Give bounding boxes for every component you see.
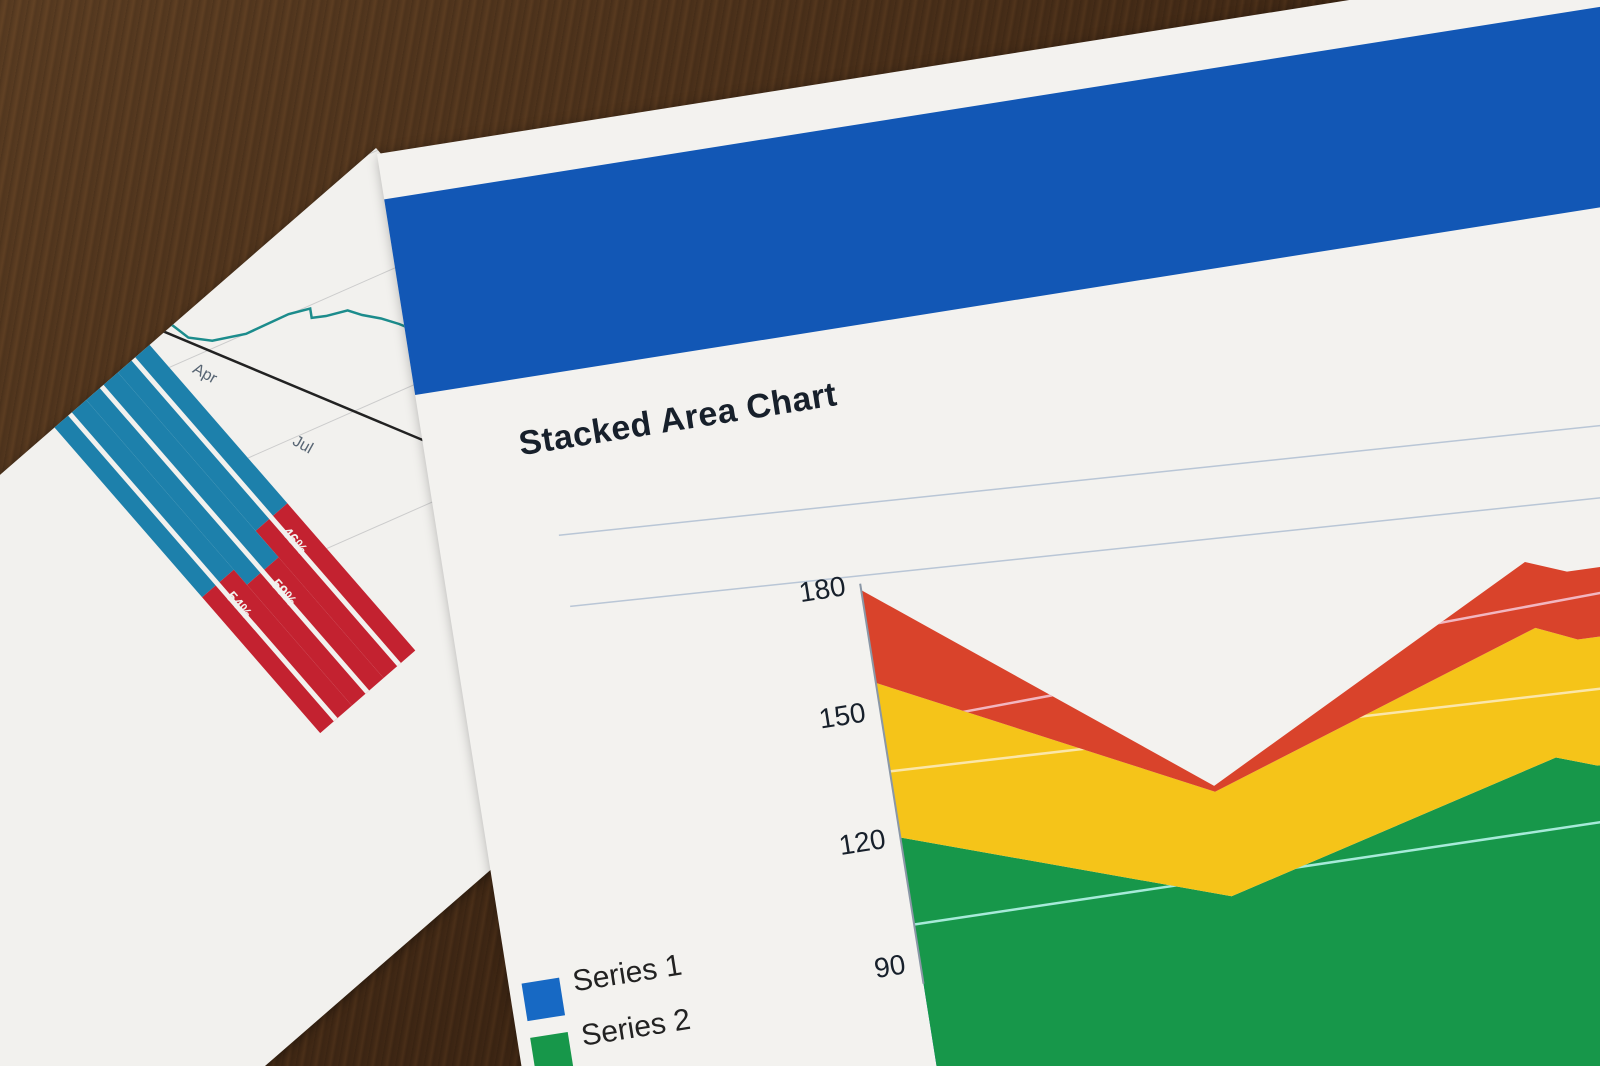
svg-text:120: 120 [837,823,888,861]
svg-text:Apr: Apr [190,360,221,387]
svg-text:150: 150 [817,697,868,735]
svg-text:180: 180 [797,570,848,608]
svg-text:Jul: Jul [290,433,316,458]
svg-text:90: 90 [872,949,908,984]
